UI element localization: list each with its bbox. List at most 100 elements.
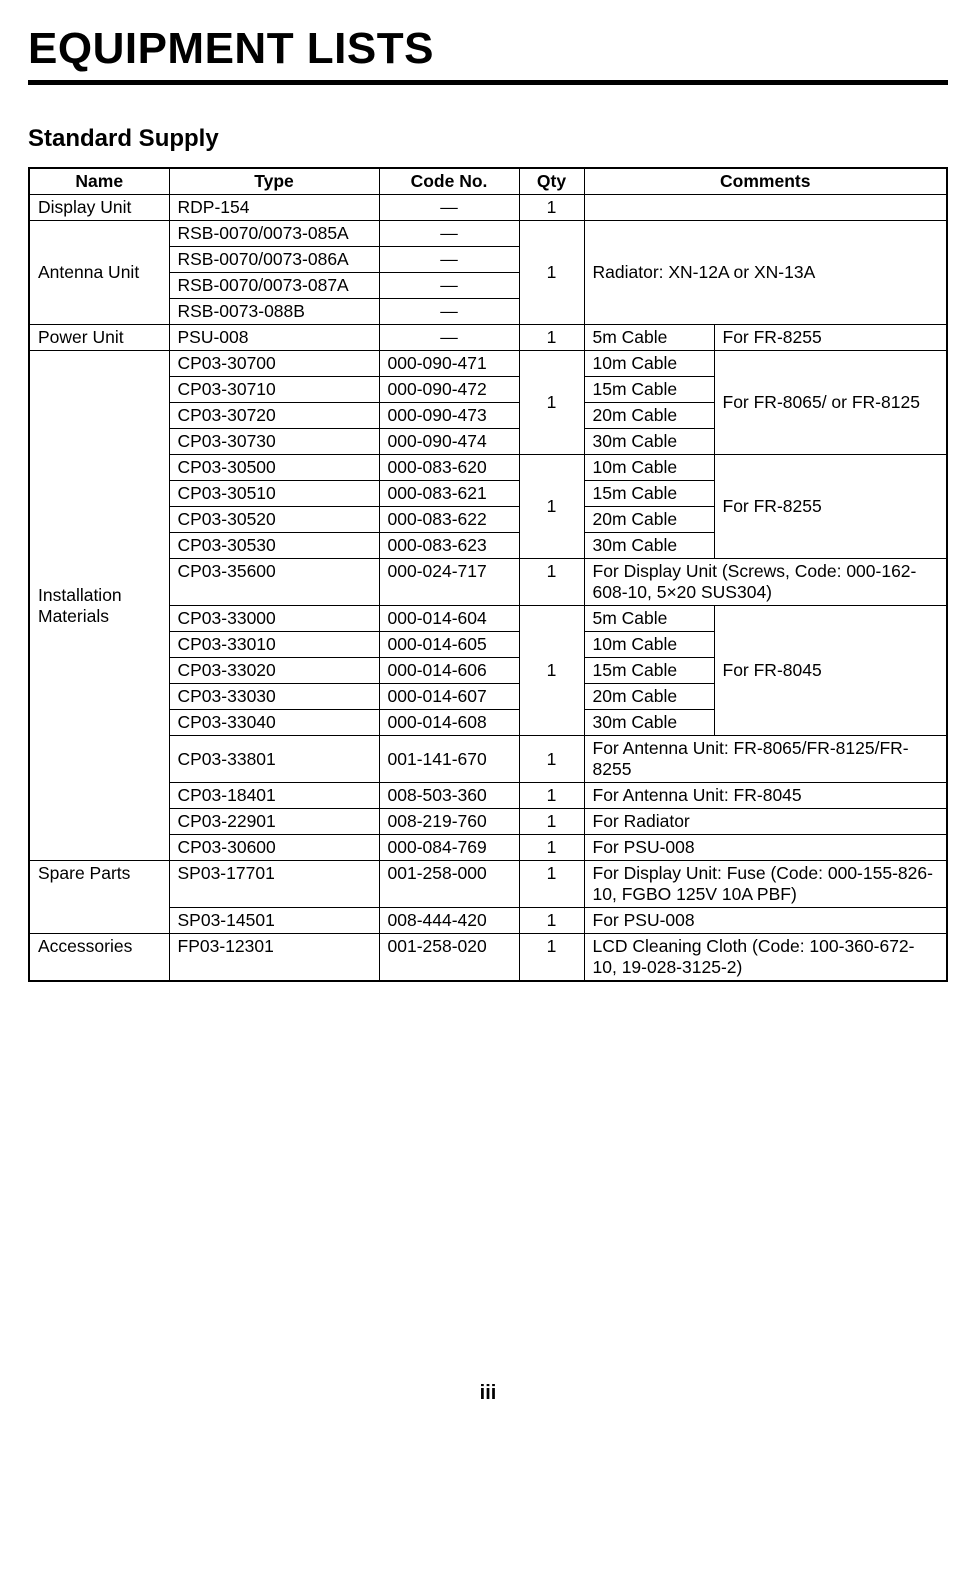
cell-code: 000-014-604 [379,606,519,632]
cell-comments: 20m Cable [584,507,714,533]
cell-comments: For Display Unit (Screws, Code: 000-162-… [584,559,947,606]
cell-type: CP03-33040 [169,710,379,736]
cell-qty: 1 [519,221,584,325]
cell-comments: 15m Cable [584,481,714,507]
cell-code: 000-024-717 [379,559,519,606]
cell-type: CP03-33000 [169,606,379,632]
page-number: iii [28,1382,948,1405]
col-name: Name [29,168,169,195]
table-row: Installation Materials CP03-30700 000-09… [29,351,947,377]
cell-type: RSB-0070/0073-086A [169,247,379,273]
cell-code: 000-014-608 [379,710,519,736]
cell-name: Power Unit [29,325,169,351]
equipment-table: Name Type Code No. Qty Comments Display … [28,167,948,982]
cell-code: — [379,273,519,299]
cell-type: CP03-22901 [169,809,379,835]
cell-code: 000-083-623 [379,533,519,559]
cell-comments: 30m Cable [584,429,714,455]
cell-qty: 1 [519,809,584,835]
cell-comments: LCD Cleaning Cloth (Code: 100-360-672-10… [584,934,947,982]
cell-comments: 15m Cable [584,658,714,684]
cell-comments: 10m Cable [584,455,714,481]
cell-code: 000-090-472 [379,377,519,403]
cell-comments: For PSU-008 [584,835,947,861]
cell-qty: 1 [519,934,584,982]
cell-code: 000-014-606 [379,658,519,684]
cell-type: PSU-008 [169,325,379,351]
col-type: Type [169,168,379,195]
cell-type: CP03-30520 [169,507,379,533]
cell-name: Antenna Unit [29,221,169,325]
cell-code: 000-083-621 [379,481,519,507]
cell-code: 001-258-020 [379,934,519,982]
cell-type: RDP-154 [169,195,379,221]
cell-comments: For Radiator [584,809,947,835]
cell-qty: 1 [519,559,584,606]
cell-qty: 1 [519,606,584,736]
cell-code: 000-014-607 [379,684,519,710]
cell-type: CP03-30510 [169,481,379,507]
cell-type: CP03-18401 [169,783,379,809]
cell-comments: 15m Cable [584,377,714,403]
cell-qty: 1 [519,351,584,455]
table-row: Display Unit RDP-154 — 1 [29,195,947,221]
cell-type: CP03-30500 [169,455,379,481]
cell-type: RSB-0070/0073-085A [169,221,379,247]
cell-qty: 1 [519,455,584,559]
cell-qty: 1 [519,861,584,908]
table-header-row: Name Type Code No. Qty Comments [29,168,947,195]
cell-qty: 1 [519,195,584,221]
title-rule [28,80,948,85]
cell-type: CP03-35600 [169,559,379,606]
cell-code: — [379,195,519,221]
col-qty: Qty [519,168,584,195]
cell-comments: For FR-8255 [714,325,947,351]
cell-type: CP03-30600 [169,835,379,861]
cell-type: SP03-14501 [169,908,379,934]
cell-type: CP03-30710 [169,377,379,403]
cell-comments: For Antenna Unit: FR-8065/FR-8125/FR-825… [584,736,947,783]
cell-qty: 1 [519,325,584,351]
col-comments: Comments [584,168,947,195]
cell-name: Display Unit [29,195,169,221]
cell-comments: For Display Unit: Fuse (Code: 000-155-82… [584,861,947,908]
cell-code: 001-258-000 [379,861,519,908]
cell-code: 000-083-620 [379,455,519,481]
cell-code: 008-444-420 [379,908,519,934]
cell-type: CP03-33020 [169,658,379,684]
cell-name: Spare Parts [29,861,169,934]
cell-code: — [379,299,519,325]
cell-type: CP03-33010 [169,632,379,658]
cell-name: Accessories [29,934,169,982]
cell-code: — [379,247,519,273]
table-row: Antenna Unit RSB-0070/0073-085A — 1 Radi… [29,221,947,247]
cell-code: 000-084-769 [379,835,519,861]
cell-comments: For FR-8065/ or FR-8125 [714,351,947,455]
cell-code: 008-503-360 [379,783,519,809]
cell-code: — [379,325,519,351]
cell-comments: 30m Cable [584,710,714,736]
cell-comments: For Antenna Unit: FR-8045 [584,783,947,809]
cell-code: 000-083-622 [379,507,519,533]
cell-code: 000-090-474 [379,429,519,455]
cell-code: 000-014-605 [379,632,519,658]
cell-type: CP03-30700 [169,351,379,377]
cell-code: — [379,221,519,247]
cell-type: CP03-33801 [169,736,379,783]
cell-code: 000-090-471 [379,351,519,377]
cell-comments: 20m Cable [584,684,714,710]
cell-comments: For FR-8255 [714,455,947,559]
table-row: Accessories FP03-12301 001-258-020 1 LCD… [29,934,947,982]
table-row: Spare Parts SP03-17701 001-258-000 1 For… [29,861,947,908]
cell-type: CP03-33030 [169,684,379,710]
col-code: Code No. [379,168,519,195]
cell-qty: 1 [519,783,584,809]
cell-qty: 1 [519,835,584,861]
cell-qty: 1 [519,908,584,934]
cell-comments: 5m Cable [584,325,714,351]
cell-type: CP03-30530 [169,533,379,559]
cell-name: Installation Materials [29,351,169,861]
cell-code: 000-090-473 [379,403,519,429]
cell-type: FP03-12301 [169,934,379,982]
cell-comments [584,195,947,221]
